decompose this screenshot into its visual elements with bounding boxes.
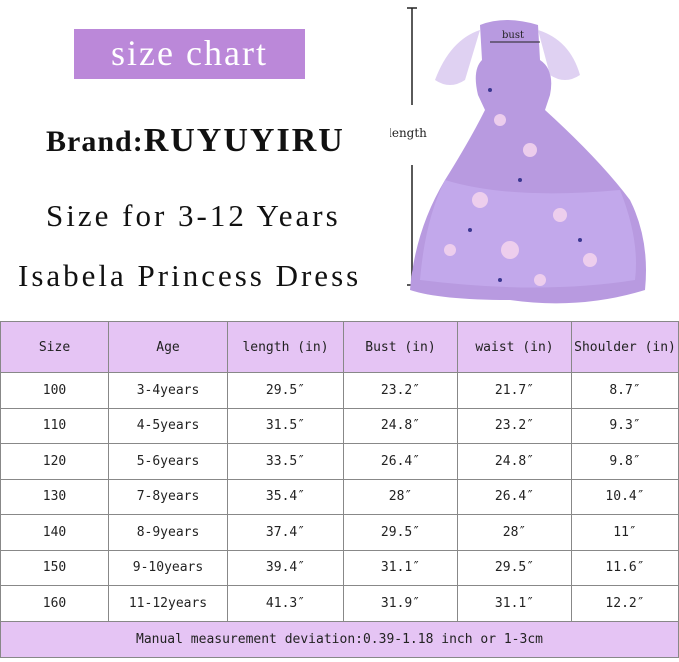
dress-sleeves xyxy=(435,30,580,85)
table-cell: 140 xyxy=(0,514,109,551)
table-row: 100 3-4years 29.5″ 23.2″ 21.7″ 8.7″ xyxy=(0,372,679,409)
size-table: Size Age length (in) Bust (in) waist (in… xyxy=(0,321,679,658)
table-cell: 24.8″ xyxy=(457,443,572,480)
table-cell: 7-8years xyxy=(108,478,228,515)
table-cell: 26.4″ xyxy=(343,443,458,480)
size-chart-badge: size chart xyxy=(74,29,305,79)
table-cell: 31.1″ xyxy=(457,585,572,622)
table-cell: 10.4″ xyxy=(571,478,679,515)
column-header: Bust (in) xyxy=(343,321,458,373)
table-cell: 100 xyxy=(0,372,109,409)
product-title: Isabela Princess Dress xyxy=(18,258,362,293)
table-cell: 28″ xyxy=(457,514,572,551)
table-cell: 39.4″ xyxy=(227,549,344,586)
age-range-subtitle: Size for 3-12 Years xyxy=(46,198,341,233)
table-cell: 150 xyxy=(0,549,109,586)
table-cell: 9.3″ xyxy=(571,407,679,444)
table-cell: 12.2″ xyxy=(571,585,679,622)
column-header: waist (in) xyxy=(457,321,572,373)
table-cell: 120 xyxy=(0,443,109,480)
table-cell: 23.2″ xyxy=(343,372,458,409)
column-header: Age xyxy=(108,321,228,373)
length-indicator: length xyxy=(390,7,427,286)
table-cell: 41.3″ xyxy=(227,585,344,622)
table-header-row: Size Age length (in) Bust (in) waist (in… xyxy=(0,321,679,373)
table-cell: 8-9years xyxy=(108,514,228,551)
table-cell: 3-4years xyxy=(108,372,228,409)
table-cell: 11-12years xyxy=(108,585,228,622)
column-header: Size xyxy=(0,321,109,373)
brand-label: Brand: xyxy=(46,125,144,158)
table-cell: 31.1″ xyxy=(343,549,458,586)
table-cell: 8.7″ xyxy=(571,372,679,409)
table-cell: 24.8″ xyxy=(343,407,458,444)
table-cell: 4-5years xyxy=(108,407,228,444)
table-cell: 21.7″ xyxy=(457,372,572,409)
table-cell: 29.5″ xyxy=(457,549,572,586)
table-row: 150 9-10years 39.4″ 31.1″ 29.5″ 11.6″ xyxy=(0,549,679,586)
length-label: length xyxy=(390,126,427,140)
table-cell: 37.4″ xyxy=(227,514,344,551)
bust-label: bust xyxy=(502,30,524,41)
table-cell: 9.8″ xyxy=(571,443,679,480)
table-cell: 31.5″ xyxy=(227,407,344,444)
table-cell: 11.6″ xyxy=(571,549,679,586)
table-row: 140 8-9years 37.4″ 29.5″ 28″ 11″ xyxy=(0,514,679,551)
table-cell: 29.5″ xyxy=(343,514,458,551)
table-cell: 5-6years xyxy=(108,443,228,480)
table-cell: 26.4″ xyxy=(457,478,572,515)
brand-name: RUYUYIRU xyxy=(143,122,345,159)
table-row: 120 5-6years 33.5″ 26.4″ 24.8″ 9.8″ xyxy=(0,443,679,480)
table-cell: 110 xyxy=(0,407,109,444)
table-cell: 33.5″ xyxy=(227,443,344,480)
table-row: 110 4-5years 31.5″ 24.8″ 23.2″ 9.3″ xyxy=(0,407,679,444)
measurement-note: Manual measurement deviation:0.39-1.18 i… xyxy=(0,620,679,658)
column-header: length (in) xyxy=(227,321,344,373)
table-footer-row: Manual measurement deviation:0.39-1.18 i… xyxy=(0,620,679,658)
table-row: 130 7-8years 35.4″ 28″ 26.4″ 10.4″ xyxy=(0,478,679,515)
table-row: 160 11-12years 41.3″ 31.9″ 31.1″ 12.2″ xyxy=(0,585,679,622)
table-cell: 130 xyxy=(0,478,109,515)
table-cell: 23.2″ xyxy=(457,407,572,444)
table-cell: 160 xyxy=(0,585,109,622)
table-cell: 31.9″ xyxy=(343,585,458,622)
table-cell: 11″ xyxy=(571,514,679,551)
column-header: Shoulder (in) xyxy=(571,321,679,373)
table-cell: 9-10years xyxy=(108,549,228,586)
table-cell: 35.4″ xyxy=(227,478,344,515)
table-cell: 29.5″ xyxy=(227,372,344,409)
brand: Brand:RUYUYIRU xyxy=(46,122,345,160)
dress-illustration: length bust xyxy=(390,7,646,304)
table-cell: 28″ xyxy=(343,478,458,515)
dress-skirt-layer xyxy=(420,180,636,288)
